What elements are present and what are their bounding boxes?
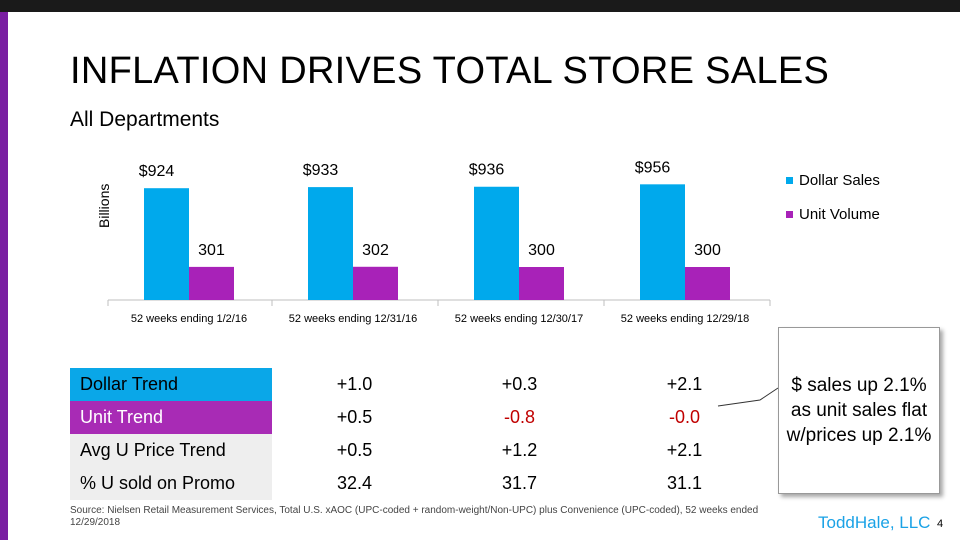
cell: -0.0 [668, 407, 701, 427]
top-bar [0, 0, 960, 12]
row-label: Unit Trend [70, 401, 272, 434]
slide-subtitle: All Departments [70, 108, 220, 131]
unit-data-label: 302 [362, 242, 389, 259]
row-label: % U sold on Promo [70, 467, 272, 500]
legend-label-unit: Unit Volume [799, 206, 880, 223]
cell: -0.8 [503, 407, 536, 427]
dollar-sales-bar [474, 186, 519, 300]
row-label: Avg U Price Trend [70, 434, 272, 467]
unit-volume-bar [519, 267, 564, 300]
legend-dollar-sales: Dollar Sales [786, 172, 880, 189]
unit-volume-bar [189, 266, 234, 300]
legend-swatch-dollar [786, 177, 793, 184]
table-row: Avg U Price Trend +0.5 +1.2 +2.1 [70, 434, 767, 467]
unit-data-label: 300 [528, 242, 555, 259]
unit-volume-bar [353, 266, 398, 300]
cell: 32.4 [336, 473, 373, 493]
cell: +0.5 [336, 407, 373, 427]
unit-volume-bar [685, 267, 730, 300]
unit-data-label: 301 [198, 242, 225, 259]
legend-unit-volume: Unit Volume [786, 206, 880, 223]
dollar-sales-bar [640, 184, 685, 300]
cell: 31.7 [501, 473, 538, 493]
source-note: Source: Nielsen Retail Measurement Servi… [70, 505, 759, 528]
table-row: Unit Trend +0.5 -0.8 -0.0 [70, 401, 767, 434]
trend-table: Dollar Trend +1.0 +0.3 +2.1 Unit Trend +… [70, 368, 767, 500]
callout-text: $ sales up 2.1% as unit sales flat w/pri… [786, 375, 932, 446]
cell: +1.2 [501, 440, 538, 460]
slide-title: INFLATION DRIVES TOTAL STORE SALES [70, 50, 830, 92]
dollar-sales-bar [144, 188, 189, 300]
dollar-data-label: $936 [469, 162, 505, 179]
table-row: Dollar Trend +1.0 +0.3 +2.1 [70, 368, 767, 401]
cell: +0.3 [501, 374, 538, 394]
dollar-data-label: $956 [635, 159, 671, 176]
company-logo: ToddHale, LLC [818, 513, 931, 532]
legend-swatch-unit [786, 211, 793, 218]
table-row: % U sold on Promo 32.4 31.7 31.1 [70, 467, 767, 500]
dollar-data-label: $933 [303, 162, 339, 179]
cell: 31.1 [666, 473, 703, 493]
dollar-sales-bar [308, 187, 353, 300]
cell: +2.1 [666, 374, 703, 394]
cell: +1.0 [336, 374, 373, 394]
x-tick-label: 52 weeks ending 12/30/17 [455, 313, 583, 325]
cell: +2.1 [666, 440, 703, 460]
x-tick-label: 52 weeks ending 1/2/16 [131, 313, 247, 325]
unit-data-label: 300 [694, 242, 721, 259]
x-tick-label: 52 weeks ending 12/29/18 [621, 313, 749, 325]
callout-box: $ sales up 2.1% as unit sales flat w/pri… [778, 327, 940, 494]
cell: +0.5 [336, 440, 373, 460]
left-accent-bar [0, 12, 8, 540]
dollar-data-label: $924 [139, 163, 175, 180]
page-number: 4 [937, 518, 944, 530]
legend-label-dollar: Dollar Sales [799, 172, 880, 189]
row-label: Dollar Trend [70, 368, 272, 401]
x-tick-label: 52 weeks ending 12/31/16 [289, 313, 417, 325]
